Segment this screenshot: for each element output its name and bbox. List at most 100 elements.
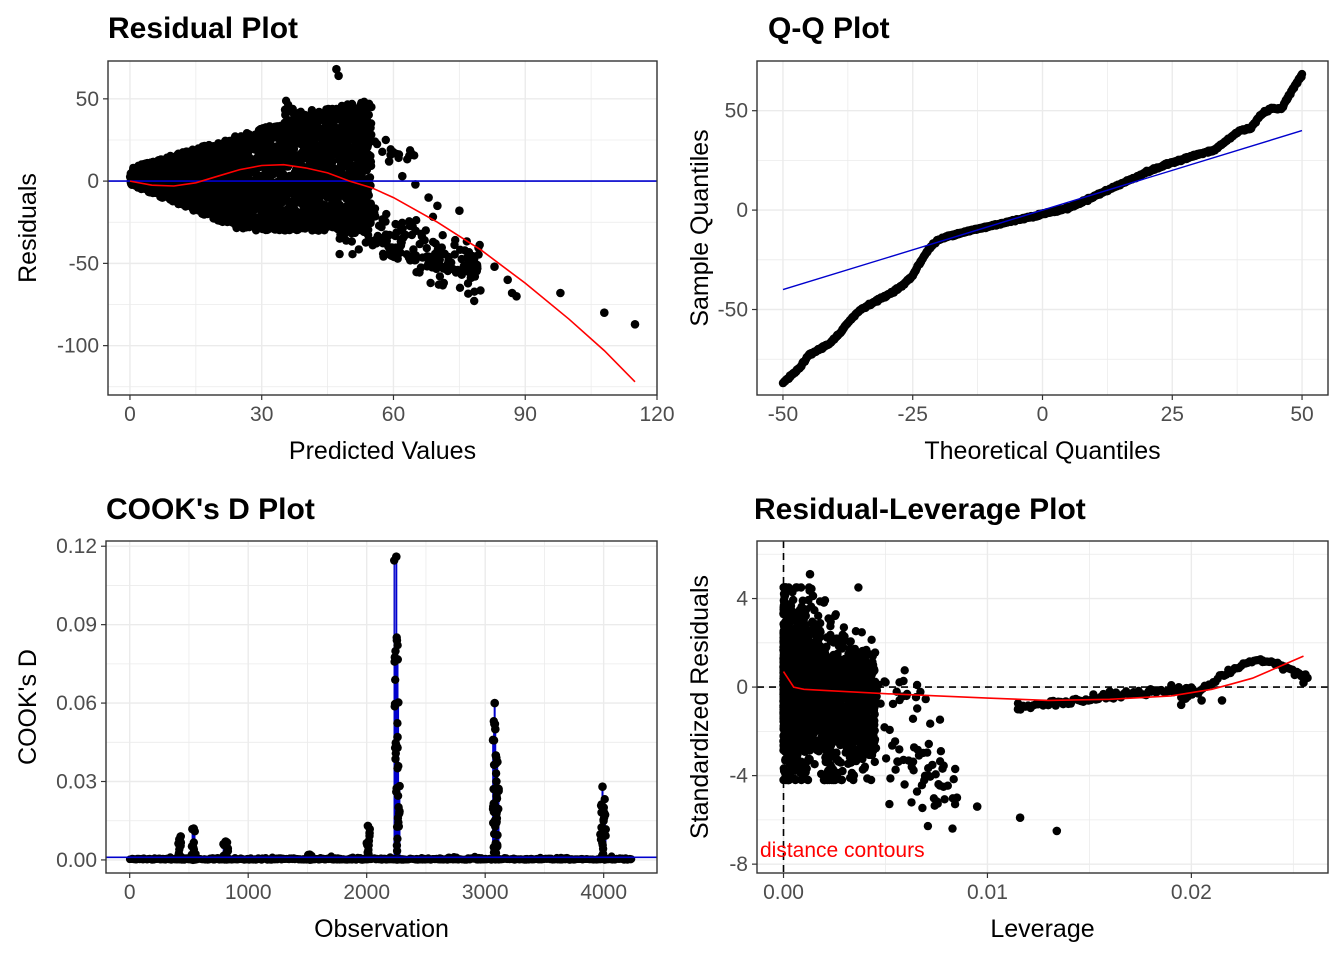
data-point (246, 206, 256, 216)
data-point (470, 296, 479, 306)
data-point (512, 292, 521, 301)
data-point (225, 139, 235, 149)
data-point (285, 139, 294, 148)
panel-border (756, 60, 1329, 396)
data-point (281, 149, 290, 158)
data-point (288, 186, 298, 195)
data-point (331, 215, 340, 225)
data-point (434, 280, 443, 289)
data-point (354, 157, 364, 166)
data-point (355, 225, 365, 235)
data-point (366, 119, 376, 128)
data-point (503, 275, 512, 285)
data-point (362, 165, 372, 175)
y-tick-label: 0 (736, 199, 748, 222)
data-point (281, 108, 290, 118)
data-point (194, 144, 203, 153)
data-point (161, 159, 171, 168)
data-point (196, 164, 206, 173)
data-point (260, 188, 270, 197)
data-point (305, 183, 314, 192)
data-point (229, 149, 239, 158)
data-point (287, 150, 296, 160)
data-point (174, 199, 183, 209)
residual-points (125, 64, 640, 329)
data-point (457, 254, 466, 264)
data-point (152, 188, 161, 198)
data-point (222, 215, 231, 225)
data-point (368, 238, 377, 247)
data-point (354, 245, 363, 254)
data-point (320, 186, 330, 195)
data-point (144, 187, 153, 196)
data-point (162, 167, 171, 177)
data-point (268, 147, 277, 156)
data-point (379, 252, 388, 261)
data-point (312, 141, 321, 151)
data-point (327, 143, 337, 152)
data-point (1297, 69, 1307, 79)
data-point (307, 194, 317, 203)
data-point (411, 255, 420, 265)
data-point (209, 157, 219, 166)
data-point (415, 268, 424, 277)
data-point (344, 163, 353, 172)
qq-axes: -50 -25 0 25 50 50 0 -50 Theoretical Quantiles Sa… (686, 100, 1314, 465)
data-point (217, 208, 227, 217)
data-point (357, 212, 366, 222)
data-point (310, 148, 319, 157)
x-tick-label: 0 (1037, 403, 1049, 426)
data-point (204, 169, 213, 178)
data-point (342, 209, 351, 218)
qq-x-axis-label: Theoretical Quantiles (924, 437, 1160, 465)
data-point (341, 130, 351, 140)
y-tick-label: 50 (76, 88, 99, 111)
data-point (438, 231, 447, 240)
data-point (184, 161, 194, 170)
data-point (175, 158, 185, 167)
data-point (435, 272, 445, 281)
data-point (424, 193, 433, 202)
data-point (169, 187, 178, 196)
data-point (630, 320, 640, 329)
data-point (129, 163, 138, 173)
data-point (271, 165, 281, 174)
data-point (386, 145, 395, 154)
data-point (267, 200, 277, 209)
data-point (360, 205, 369, 214)
cooks-points (125, 552, 636, 865)
residual-title: Residual Plot (108, 12, 298, 45)
data-point (339, 150, 349, 159)
data-point (335, 203, 344, 213)
data-point (300, 188, 309, 197)
cooks-plot-area (106, 552, 657, 865)
x-tick-label: 120 (639, 403, 674, 426)
data-point (249, 184, 258, 194)
data-point (359, 175, 368, 185)
data-point (422, 244, 431, 253)
data-point (393, 254, 402, 263)
data-point (378, 147, 387, 156)
data-point (347, 99, 357, 109)
data-point (287, 107, 297, 117)
data-point (386, 246, 395, 255)
cooks-spikes (129, 556, 633, 860)
data-point (179, 167, 188, 176)
data-point (319, 124, 329, 133)
data-point (468, 255, 477, 265)
data-point (213, 213, 223, 223)
data-point (294, 178, 303, 187)
cooks-grid (106, 541, 657, 873)
data-point (213, 196, 223, 206)
y-tick-label: -100 (57, 335, 99, 358)
data-point (326, 158, 335, 167)
data-point (370, 137, 380, 146)
data-point (166, 151, 175, 161)
data-point (332, 64, 341, 74)
data-point (364, 110, 373, 120)
data-point (255, 214, 265, 224)
residual-axes: 0 30 60 90 120 50 0 -50 -100 Predicted Values Resi… (14, 88, 675, 465)
data-point (301, 113, 310, 122)
data-point (472, 266, 481, 276)
y-tick-label: -50 (69, 252, 99, 275)
